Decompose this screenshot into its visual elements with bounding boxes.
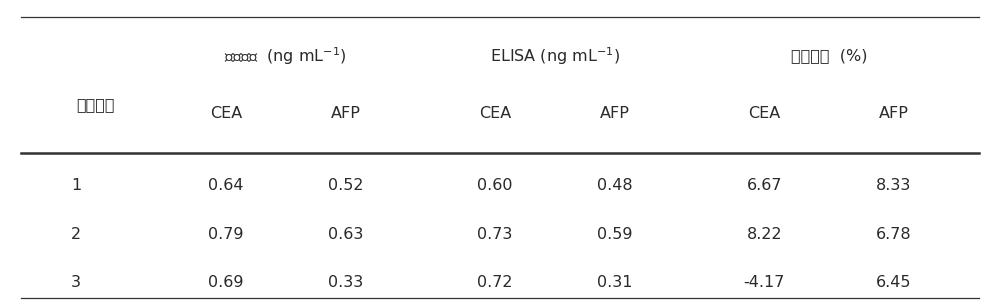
Text: 样品编号: 样品编号: [76, 97, 115, 112]
Text: 6.67: 6.67: [747, 178, 782, 193]
Text: 8.22: 8.22: [746, 227, 782, 242]
Text: 0.60: 0.60: [477, 178, 513, 193]
Text: CEA: CEA: [210, 106, 242, 121]
Text: 6.78: 6.78: [876, 227, 912, 242]
Text: 0.48: 0.48: [597, 178, 632, 193]
Text: 相对误差  (%): 相对误差 (%): [791, 48, 867, 63]
Text: 0.72: 0.72: [477, 275, 513, 290]
Text: 3: 3: [71, 275, 81, 290]
Text: AFP: AFP: [600, 106, 630, 121]
Text: AFP: AFP: [879, 106, 909, 121]
Text: 本传感器  (ng mL$^{-1}$): 本传感器 (ng mL$^{-1}$): [224, 45, 347, 66]
Text: 0.33: 0.33: [328, 275, 363, 290]
Text: AFP: AFP: [330, 106, 360, 121]
Text: 0.31: 0.31: [597, 275, 632, 290]
Text: 6.45: 6.45: [876, 275, 912, 290]
Text: -4.17: -4.17: [744, 275, 785, 290]
Text: CEA: CEA: [748, 106, 780, 121]
Text: 0.63: 0.63: [328, 227, 363, 242]
Text: 0.73: 0.73: [477, 227, 513, 242]
Text: 0.52: 0.52: [328, 178, 363, 193]
Text: 2: 2: [71, 227, 81, 242]
Text: 8.33: 8.33: [876, 178, 912, 193]
Text: 1: 1: [71, 178, 81, 193]
Text: 0.64: 0.64: [208, 178, 244, 193]
Text: ELISA (ng mL$^{-1}$): ELISA (ng mL$^{-1}$): [490, 45, 620, 66]
Text: 0.79: 0.79: [208, 227, 244, 242]
Text: CEA: CEA: [479, 106, 511, 121]
Text: 0.69: 0.69: [208, 275, 244, 290]
Text: 0.59: 0.59: [597, 227, 632, 242]
